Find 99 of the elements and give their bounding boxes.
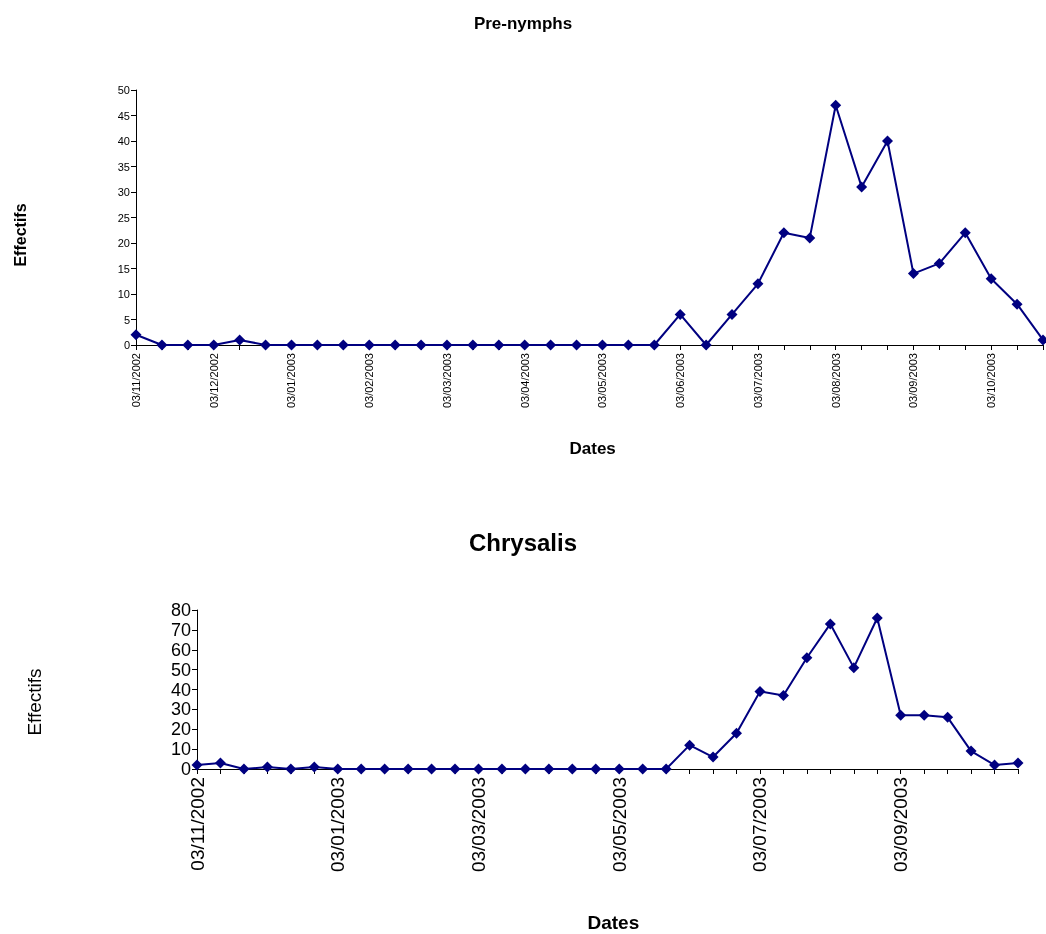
point: [674, 308, 686, 320]
point: [700, 339, 712, 351]
y-tick-label: 20: [117, 237, 130, 249]
x-tick-label: 03/09/2003: [907, 353, 920, 409]
point: [613, 763, 625, 775]
point: [441, 339, 453, 351]
x-tick-label: 03/12/2002: [207, 353, 220, 409]
point: [778, 227, 790, 239]
point: [959, 227, 971, 239]
point: [285, 763, 297, 775]
point: [449, 763, 461, 775]
x-tick-label: 03/07/2003: [749, 777, 771, 873]
point: [918, 709, 930, 721]
point: [355, 763, 367, 775]
y-tick-label: 20: [170, 719, 191, 740]
point: [182, 339, 194, 351]
x-tick-label: 03/01/2003: [327, 777, 349, 873]
point: [965, 745, 977, 757]
point: [214, 757, 226, 769]
point: [801, 652, 813, 664]
point: [493, 339, 505, 351]
x-tick-label: 03/02/2003: [363, 353, 376, 409]
point: [308, 761, 320, 773]
y-tick-label: 80: [170, 600, 191, 620]
point: [726, 308, 738, 320]
point: [907, 268, 919, 280]
point: [402, 763, 414, 775]
y-tick-label: 10: [170, 739, 191, 760]
point: [942, 711, 954, 723]
point: [824, 618, 836, 630]
point: [590, 763, 602, 775]
x-tick-label: 03/05/2003: [596, 353, 609, 409]
x-tick-label: 03/06/2003: [674, 353, 687, 409]
y-tick-label: 30: [170, 699, 191, 720]
y-tick-label: 30: [117, 186, 130, 198]
point: [1012, 757, 1024, 769]
point: [261, 761, 273, 773]
x-tick-label: 03/08/2003: [829, 353, 842, 409]
point: [804, 232, 816, 244]
y-tick-label: 10: [117, 288, 130, 300]
x-tick-label: 03/11/2002: [186, 777, 208, 871]
point: [985, 273, 997, 285]
point: [363, 339, 375, 351]
chart-title: Chrysalis: [468, 528, 578, 556]
y-tick-label: 5: [123, 313, 130, 326]
point: [156, 339, 168, 351]
point: [467, 339, 479, 351]
point: [752, 278, 764, 290]
y-tick-label: 35: [117, 160, 130, 173]
y-tick-label: 0: [123, 339, 130, 351]
x-tick-label: 03/11/2002: [130, 353, 142, 408]
point: [208, 339, 220, 351]
point: [848, 662, 860, 674]
y-tick-label: 40: [170, 679, 191, 700]
point: [895, 709, 907, 721]
y-tick-label: 0: [180, 759, 191, 779]
chart-title: Pre-nymphs: [473, 14, 573, 33]
y-tick-label: 40: [117, 135, 130, 147]
x-axis-title: Dates: [569, 439, 616, 458]
point: [933, 257, 945, 269]
point: [882, 135, 894, 147]
y-tick-label: 60: [170, 639, 191, 660]
y-tick-label: 50: [170, 659, 191, 680]
point: [684, 739, 696, 751]
point: [707, 751, 719, 763]
point: [238, 763, 250, 775]
x-tick-label: 03/01/2003: [285, 353, 298, 409]
point: [130, 329, 142, 341]
point: [989, 759, 1001, 771]
point: [856, 181, 868, 193]
x-tick-label: 03/10/2003: [985, 353, 998, 409]
y-tick-label: 25: [117, 211, 130, 224]
x-axis-title: Dates: [587, 912, 640, 933]
point: [777, 689, 789, 701]
x-tick-label: 03/09/2003: [890, 777, 912, 873]
y-axis-title: Effectifs: [24, 668, 45, 736]
point: [543, 763, 555, 775]
x-tick-label: 03/03/2003: [467, 777, 489, 873]
point: [660, 763, 672, 775]
point: [332, 763, 344, 775]
point: [496, 763, 508, 775]
point: [191, 759, 203, 771]
point: [754, 685, 766, 697]
point: [830, 99, 842, 111]
x-tick-label: 03/03/2003: [440, 353, 453, 409]
point: [731, 727, 743, 739]
point: [1011, 298, 1023, 310]
x-tick-label: 03/05/2003: [608, 777, 630, 873]
y-axis-title: Effectifs: [11, 203, 29, 267]
point: [415, 339, 427, 351]
point: [234, 334, 246, 346]
point: [389, 339, 401, 351]
y-tick-label: 70: [170, 619, 191, 640]
y-tick-label: 50: [117, 84, 130, 96]
point: [871, 612, 883, 624]
y-tick-label: 45: [117, 109, 130, 122]
y-tick-label: 15: [117, 262, 130, 275]
x-tick-label: 03/04/2003: [518, 353, 531, 409]
x-tick-label: 03/07/2003: [751, 353, 764, 409]
